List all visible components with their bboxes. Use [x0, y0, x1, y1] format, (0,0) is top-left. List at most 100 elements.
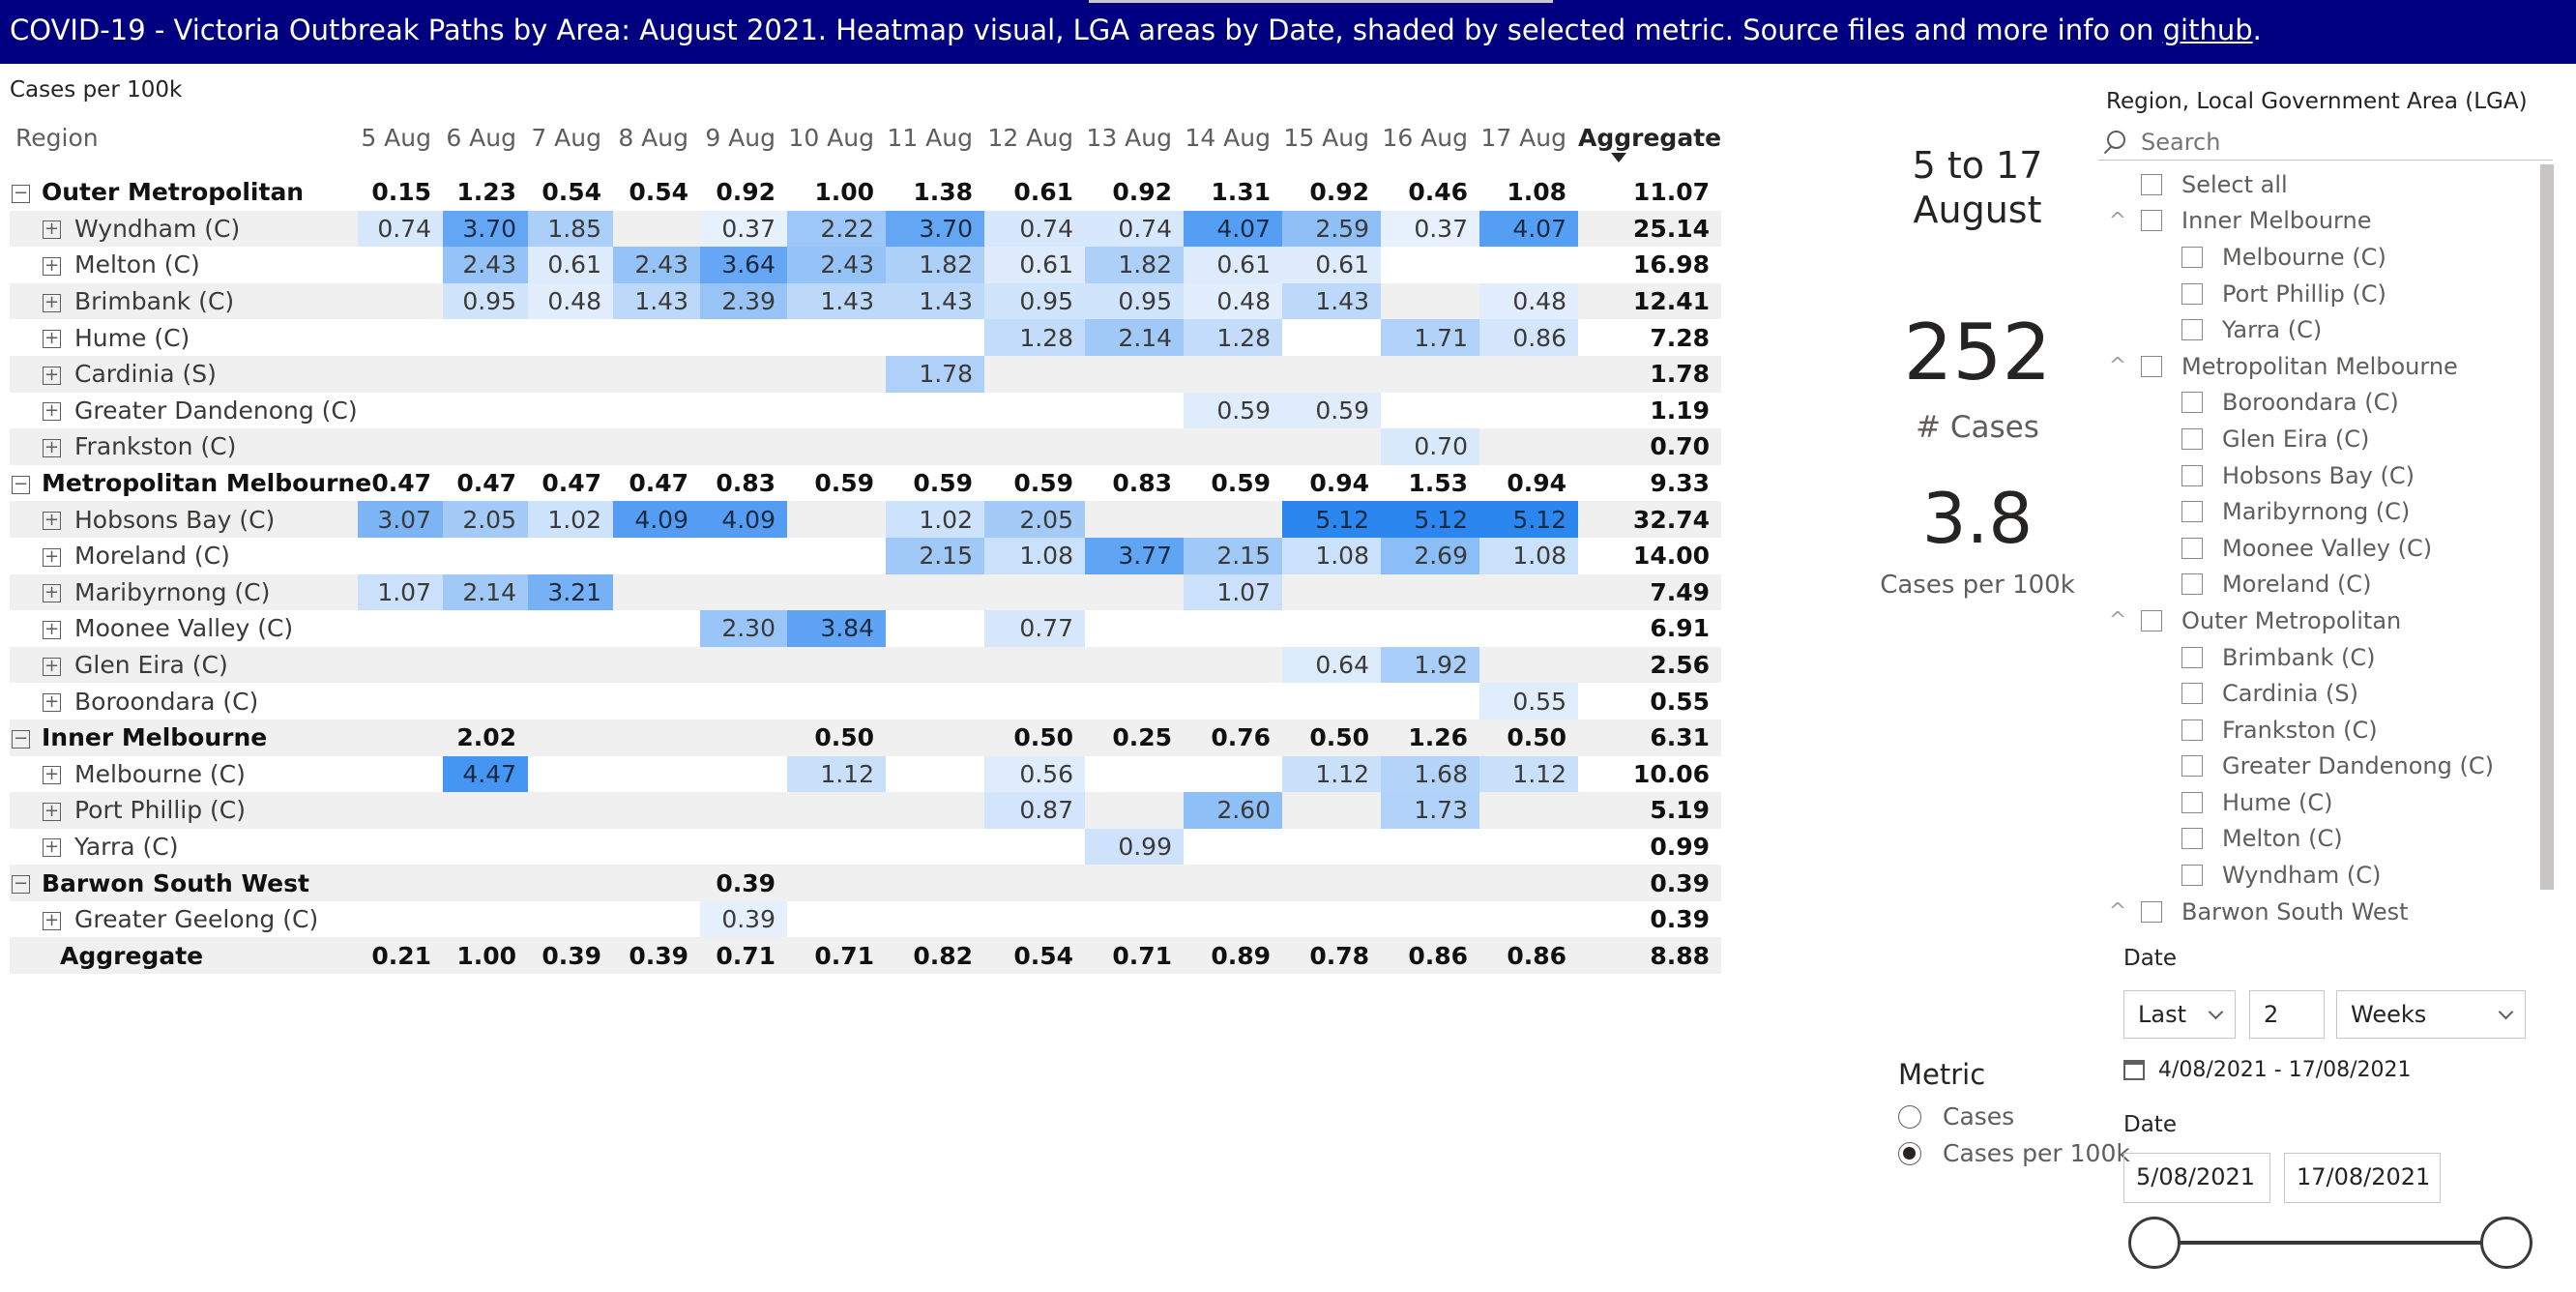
heatmap-cell[interactable]: 0.92 [716, 178, 776, 207]
collapse-icon[interactable]: − [12, 182, 30, 203]
heatmap-cell[interactable] [886, 756, 984, 793]
github-link[interactable]: github [2162, 14, 2253, 46]
heatmap-cell[interactable] [443, 792, 528, 829]
checkbox[interactable] [2181, 755, 2203, 778]
checkbox[interactable] [2181, 791, 2203, 813]
expand-icon[interactable]: + [43, 219, 61, 240]
heatmap-cell[interactable] [1282, 865, 1381, 901]
heatmap-cell[interactable] [528, 756, 613, 793]
heatmap-cell[interactable] [1282, 792, 1381, 829]
aggregate-cell[interactable]: 6.31 [1578, 719, 1721, 756]
column-header-date[interactable]: 17 Aug [1480, 123, 1566, 152]
aggregate-cell[interactable]: 2.56 [1578, 646, 1721, 684]
heatmap-cell[interactable]: 0.70 [1381, 428, 1479, 465]
column-header-date[interactable]: 5 Aug [361, 123, 431, 152]
aggregate-cell[interactable]: 11.07 [1632, 178, 1710, 207]
heatmap-cell[interactable] [443, 683, 528, 719]
heatmap-cell[interactable] [613, 646, 700, 684]
checkbox[interactable] [2181, 828, 2203, 850]
heatmap-cell[interactable]: 3.64 [700, 247, 787, 283]
heatmap-cell[interactable] [528, 683, 613, 719]
heatmap-cell[interactable] [886, 792, 984, 829]
heatmap-cell[interactable]: 0.21 [358, 937, 443, 975]
heatmap-cell[interactable] [443, 865, 528, 901]
heatmap-cell[interactable]: 0.47 [456, 469, 516, 498]
collapse-icon[interactable]: − [12, 873, 30, 895]
heatmap-cell[interactable] [1085, 573, 1184, 611]
heatmap-cell[interactable] [613, 538, 700, 574]
slicer-lga-item[interactable]: Port Phillip (C) [2098, 276, 2539, 312]
heatmap-cell[interactable] [358, 282, 443, 320]
heatmap-cell[interactable] [358, 829, 443, 866]
heatmap-cell[interactable] [358, 792, 443, 829]
heatmap-cell[interactable]: 0.83 [1112, 469, 1172, 498]
heatmap-cell[interactable]: 0.86 [1479, 319, 1578, 356]
heatmap-cell[interactable] [984, 428, 1085, 465]
heatmap-cell[interactable] [613, 355, 700, 393]
heatmap-cell[interactable]: 1.00 [443, 937, 528, 975]
heatmap-cell[interactable]: 5.12 [1282, 501, 1381, 538]
heatmap-cell[interactable] [787, 538, 886, 574]
heatmap-cell[interactable] [358, 865, 443, 901]
heatmap-cell[interactable] [358, 247, 443, 283]
collapse-icon[interactable]: − [12, 473, 30, 494]
lga-row[interactable]: + Wyndham (C) 0.74 3.70 1.85 0.37 2.22 3.70 0.74… [10, 210, 1721, 248]
heatmap-cell[interactable] [886, 865, 984, 901]
column-header-region[interactable]: Region [15, 123, 99, 152]
heatmap-cell[interactable] [787, 393, 886, 429]
heatmap-cell[interactable]: 1.08 [984, 537, 1085, 574]
column-header-date[interactable]: 15 Aug [1283, 123, 1369, 152]
heatmap-cell[interactable]: 1.02 [886, 501, 984, 538]
slicer-lga-item[interactable]: Glen Eira (C) [2098, 421, 2539, 457]
heatmap-cell[interactable]: 0.92 [1309, 178, 1369, 207]
aggregate-cell[interactable]: 9.33 [1650, 469, 1710, 498]
region-group-row[interactable]: − Inner Melbourne 2.02 0.50 0.50 0.25 0.76 0.50… [10, 719, 1721, 756]
heatmap-cell[interactable]: 0.77 [984, 610, 1085, 647]
heatmap-cell[interactable] [886, 428, 984, 465]
heatmap-cell[interactable] [1085, 393, 1184, 429]
lga-row[interactable]: + Yarra (C) 0.99 0.99 [10, 828, 1721, 866]
heatmap-cell[interactable]: 0.47 [542, 469, 601, 498]
heatmap-cell[interactable] [787, 865, 886, 901]
aggregate-cell[interactable]: 1.19 [1650, 396, 1710, 425]
heatmap-cell[interactable] [528, 319, 613, 356]
heatmap-cell[interactable] [613, 865, 700, 901]
expand-icon[interactable]: + [43, 909, 61, 930]
column-header-date[interactable]: 14 Aug [1185, 123, 1271, 152]
checkbox[interactable] [2181, 865, 2203, 887]
search-input[interactable] [2141, 128, 2508, 156]
aggregate-cell[interactable]: 10.06 [1632, 759, 1710, 788]
heatmap-cell[interactable] [984, 646, 1085, 684]
heatmap-cell[interactable] [1085, 610, 1184, 647]
aggregate-cell[interactable]: 0.39 [1578, 865, 1721, 901]
heatmap-cell[interactable]: 0.59 [814, 469, 874, 498]
lga-row[interactable]: + Melbourne (C) 4.47 1.12 0.56 1.12 1.68 1.12 10… [10, 755, 1721, 793]
heatmap-cell[interactable] [1184, 683, 1282, 719]
heatmap-cell[interactable]: 5.12 [1381, 501, 1479, 538]
heatmap-cell[interactable]: 2.39 [700, 282, 787, 320]
heatmap-cell[interactable] [613, 573, 700, 611]
lga-row[interactable]: + Melton (C) 2.43 0.61 2.43 3.64 2.43 1.82 0.61 1… [10, 247, 1721, 283]
heatmap-cell[interactable]: 1.53 [1408, 469, 1468, 498]
lga-row[interactable]: + Boroondara (C) 0.55 0.55 [10, 683, 1721, 719]
heatmap-cell[interactable] [613, 319, 700, 356]
heatmap-cell[interactable] [1479, 355, 1578, 393]
aggregate-cell[interactable]: 0.70 [1578, 428, 1721, 465]
heatmap-cell[interactable] [1381, 865, 1479, 901]
aggregate-cell[interactable]: 0.39 [1650, 905, 1710, 934]
checkbox[interactable] [2181, 427, 2203, 450]
heatmap-cell[interactable]: 1.82 [1085, 247, 1184, 283]
heatmap-cell[interactable]: 5.12 [1479, 501, 1578, 538]
heatmap-cell[interactable] [358, 719, 443, 756]
heatmap-cell[interactable] [886, 573, 984, 611]
heatmap-cell[interactable]: 0.59 [913, 469, 973, 498]
heatmap-cell[interactable] [443, 610, 528, 647]
date-count-input[interactable]: 2 [2249, 990, 2325, 1039]
slicer-lga-item[interactable]: Melbourne (C) [2098, 239, 2539, 276]
region-group-row[interactable]: − Metropolitan Melbourne 0.47 0.47 0.47 0.47 0… [10, 465, 1721, 502]
heatmap-cell[interactable] [1184, 901, 1282, 938]
heatmap-cell[interactable]: 0.71 [1085, 937, 1184, 975]
heatmap-cell[interactable] [700, 393, 787, 429]
heatmap-cell[interactable] [613, 393, 700, 429]
checkbox[interactable] [2141, 173, 2162, 195]
